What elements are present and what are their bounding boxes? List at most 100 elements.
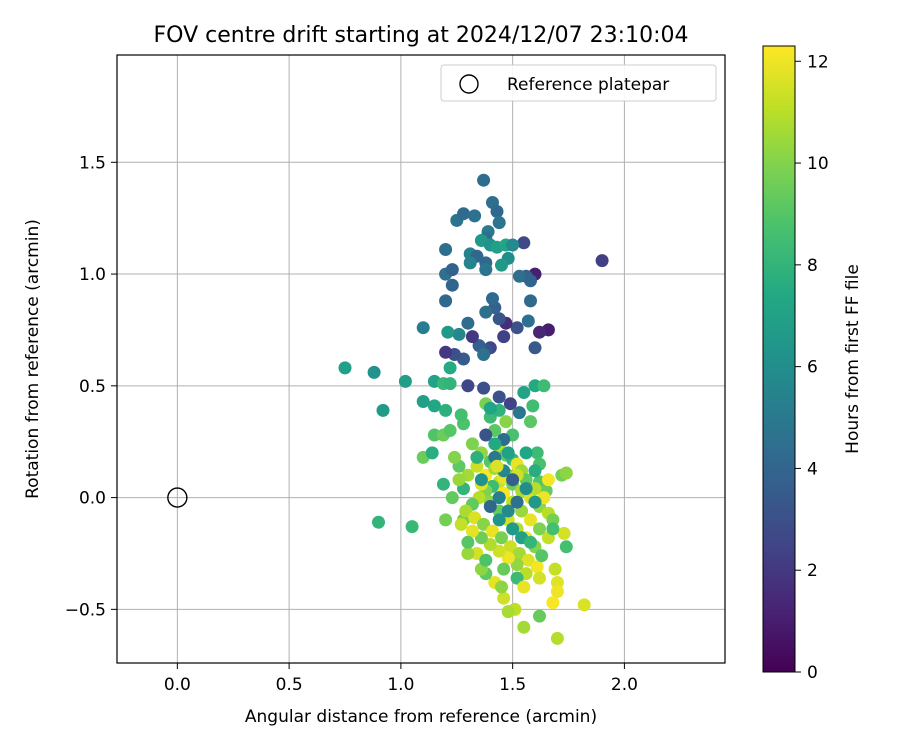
data-point: [530, 446, 544, 460]
data-point: [465, 330, 479, 344]
data-point: [492, 491, 506, 505]
x-axis-label: Angular distance from reference (arcmin): [245, 707, 597, 727]
y-tick-label: 0.0: [79, 489, 106, 509]
data-point: [416, 395, 430, 408]
data-point: [550, 585, 564, 598]
data-point: [550, 576, 564, 589]
data-point: [492, 544, 506, 558]
data-point: [436, 477, 450, 491]
data-point: [524, 274, 537, 288]
y-tick-label: −0.5: [65, 600, 106, 620]
data-point: [492, 216, 506, 230]
data-point: [372, 515, 385, 529]
data-point: [461, 547, 475, 560]
data-point: [457, 207, 470, 221]
data-point: [477, 381, 491, 395]
colorbar-tick-label: 0: [807, 663, 818, 683]
colorbar-tick-label: 4: [807, 459, 818, 479]
data-point: [443, 424, 457, 437]
data-point: [519, 482, 533, 496]
data-point: [445, 278, 459, 292]
data-point: [503, 540, 517, 554]
data-point: [483, 410, 497, 424]
data-point: [528, 495, 542, 509]
data-point: [441, 325, 455, 339]
x-axis: 0.0 0.5 1.0 1.5 2.0: [164, 663, 638, 695]
data-point: [517, 236, 531, 250]
data-point: [510, 495, 524, 509]
data-point: [439, 403, 453, 417]
data-point: [517, 386, 531, 399]
data-point: [541, 473, 555, 487]
data-point: [461, 379, 475, 393]
data-point: [483, 500, 497, 513]
data-point: [546, 522, 560, 536]
data-point: [497, 562, 511, 576]
data-point: [492, 513, 506, 527]
data-point: [524, 535, 537, 549]
data-point: [519, 446, 533, 460]
data-point: [461, 316, 475, 330]
data-point: [577, 598, 591, 612]
data-point: [495, 531, 508, 545]
data-point: [439, 243, 453, 256]
data-point: [559, 466, 573, 480]
data-point: [405, 520, 419, 534]
data-point: [495, 580, 508, 594]
data-point: [526, 399, 540, 413]
legend-box: [440, 64, 717, 102]
data-point: [517, 580, 531, 594]
data-point: [533, 571, 546, 585]
data-point: [468, 209, 482, 223]
legend-label: Reference platepar: [507, 75, 669, 95]
data-point: [499, 415, 513, 429]
data-point: [479, 263, 493, 277]
data-point: [474, 531, 488, 545]
legend-open-circle-marker: [459, 74, 479, 94]
data-point: [479, 305, 493, 319]
data-point: [470, 547, 484, 560]
data-point: [483, 401, 497, 415]
data-point: [459, 504, 473, 518]
data-point: [376, 403, 390, 417]
data-point: [477, 517, 491, 531]
data-point: [465, 437, 479, 451]
data-point: [439, 513, 453, 527]
data-point: [533, 609, 546, 623]
data-point: [479, 553, 493, 567]
y-tick-label: 1.5: [79, 153, 106, 173]
data-point: [501, 446, 515, 460]
data-point: [512, 547, 526, 560]
data-point: [501, 605, 515, 619]
data-point: [533, 325, 546, 339]
data-point: [524, 415, 537, 429]
colorbar-label: Hours from first FF file: [843, 264, 863, 454]
data-point: [517, 620, 531, 634]
data-point: [439, 345, 453, 359]
data-point: [497, 591, 511, 605]
data-point: [510, 571, 524, 585]
data-point: [557, 526, 571, 540]
data-point: [338, 361, 352, 375]
data-point: [416, 321, 430, 335]
data-point: [528, 464, 542, 478]
x-tick-label: 0.5: [276, 675, 303, 695]
colorbar-tick-label: 8: [807, 256, 818, 276]
data-point: [470, 450, 484, 464]
x-tick-label: 2.0: [611, 675, 638, 695]
data-point: [521, 314, 535, 328]
data-point: [454, 517, 468, 531]
data-point: [528, 482, 542, 496]
data-point: [461, 535, 475, 549]
y-axis: −0.5 0.0 0.5 1.0 1.5: [65, 153, 117, 620]
data-point: [398, 374, 412, 388]
data-point: [492, 390, 506, 404]
data-point: [427, 399, 441, 413]
plot-frame: [116, 54, 726, 664]
data-point: [477, 348, 491, 361]
data-point: [468, 511, 482, 525]
colorbar-tick-label: 2: [807, 561, 818, 581]
y-axis-label: Rotation from reference (arcmin): [23, 219, 43, 499]
colorbar-tick-label: 10: [807, 154, 829, 174]
